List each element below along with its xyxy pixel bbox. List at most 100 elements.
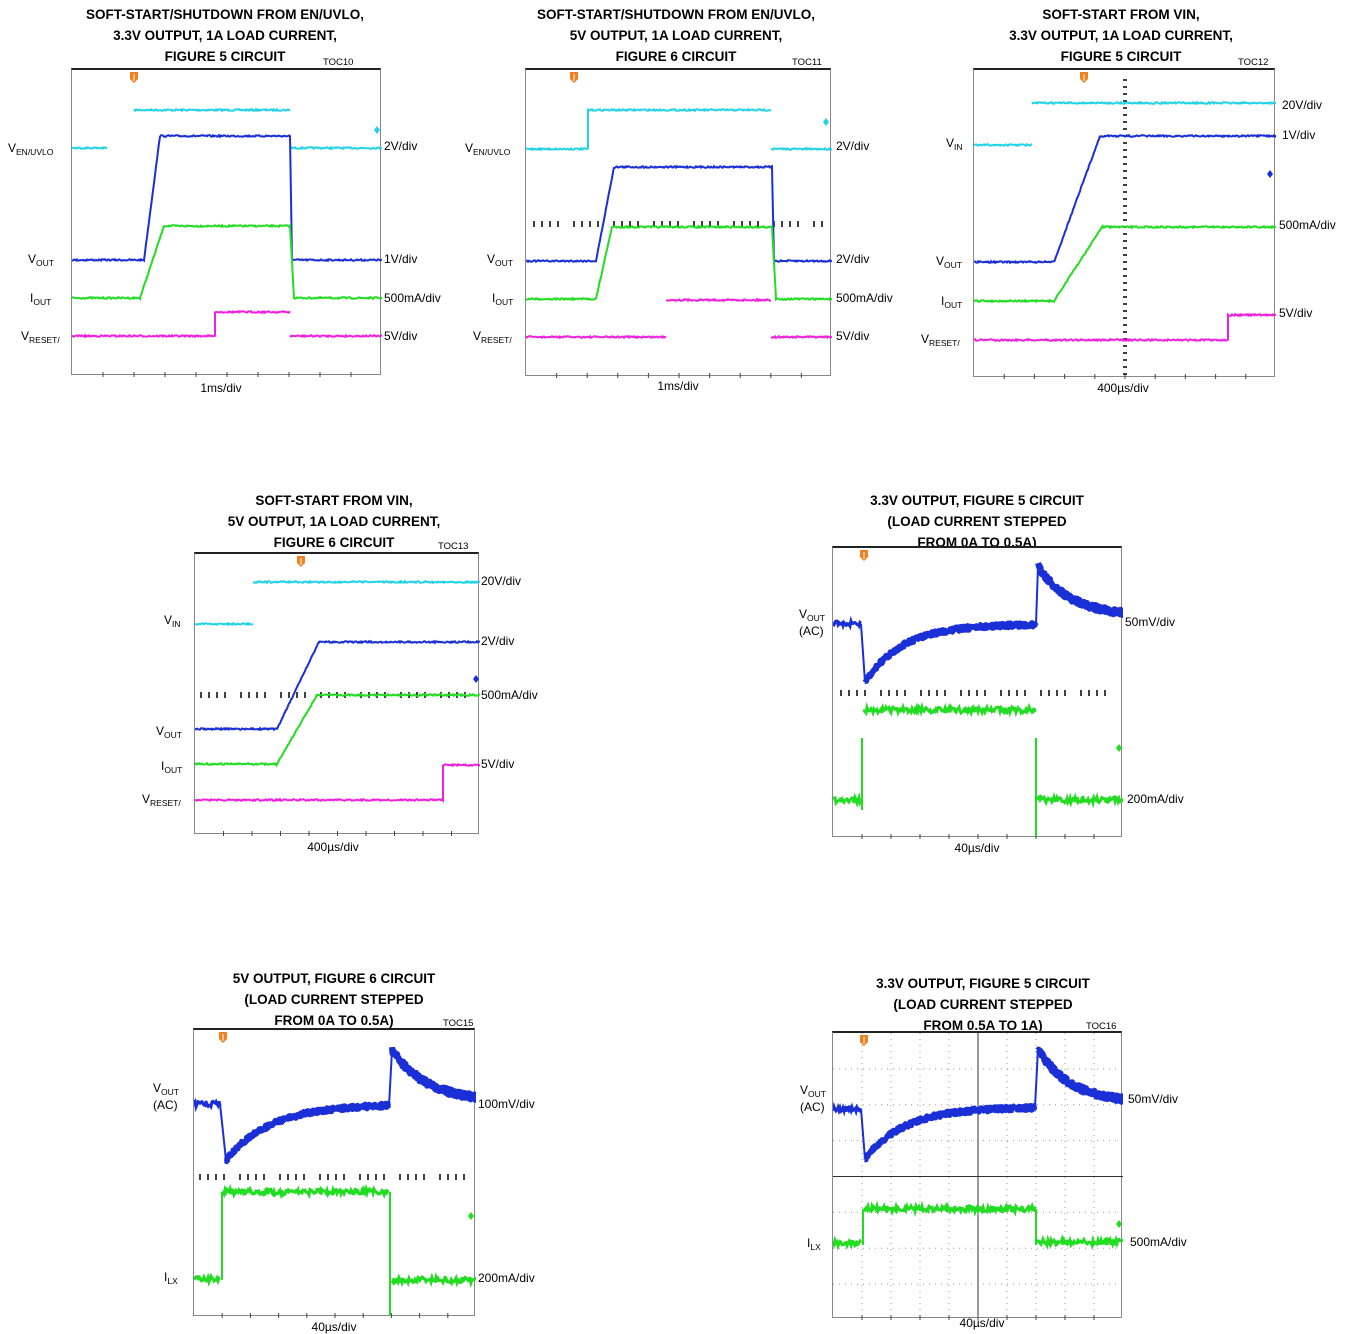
trace-vout [1035,565,1039,625]
scale-label: 20V/div [481,574,522,588]
toc-label: TOC16 [1086,1021,1117,1032]
trace-label-vout: VOUT [936,254,962,270]
scale-label: 2V/div [384,139,418,153]
trace-ven [133,107,291,113]
trace-vout [860,623,866,683]
scope-screen [194,552,480,836]
trace-vreset [665,297,772,303]
trace-iout [862,701,1037,718]
trace-ven [526,107,772,152]
trace-label-iout: IOUT [161,759,183,775]
trace-ven [770,146,832,151]
scale-label: 50mV/div [1125,615,1176,629]
trace-label-vout-ac: VOUT (AC) [800,1083,826,1114]
trace-label-ven: VEN/UVLO [465,141,511,157]
trace-label-vout-ac: VOUT (AC) [153,1081,179,1112]
trace-label-vreset: VRESET/ [21,329,60,345]
trace-label-vreset: VRESET/ [921,332,960,348]
trace-vreset [526,334,667,340]
scale-label: 500mA/div [1279,218,1336,232]
trace-vout [388,1049,393,1107]
scale-label: 500mA/div [1130,1235,1187,1249]
trace-vin [1031,100,1276,106]
toc-label: TOC10 [323,57,354,68]
trace-vout [862,620,1039,684]
trace-vout [974,133,1276,265]
trace-vreset [289,333,382,339]
scale-label: 2V/div [481,634,515,648]
trace-iout [72,222,382,302]
level-marker [374,126,380,134]
scale-label: 5V/div [836,329,870,343]
timebase-label: 40µs/div [959,1316,1005,1330]
trace-iout [833,792,863,808]
scale-label: 500mA/div [836,291,893,305]
timebase-label: 40µs/div [311,1320,357,1334]
level-marker [1116,744,1122,752]
level-marker [468,1212,474,1220]
trace-vout [1034,1048,1039,1108]
timebase-label: 400µs/div [307,840,359,854]
chart-title: 3.3V OUTPUT, FIGURE 5 CIRCUIT (LOAD CURR… [876,976,1090,1033]
scope-screen [832,546,1123,839]
trace-vout [863,1103,1038,1163]
trace-vin [252,579,480,585]
trace-vreset [195,762,480,804]
toc-label: TOC13 [438,541,469,552]
trace-iout [1035,791,1123,809]
level-marker [1116,1220,1122,1228]
trace-vreset [72,309,291,339]
timebase-label: 40µs/div [954,841,1000,855]
scale-label: 200mA/div [478,1271,535,1285]
trace-vout [72,133,382,263]
trace-ilx [862,1200,1037,1218]
trace-label-vout-ac: VOUT (AC) [799,607,825,638]
trace-ven [72,145,108,150]
scope-screen [193,1028,476,1318]
level-marker [1267,170,1273,178]
trace-vin [195,621,254,627]
scale-label: 500mA/div [384,291,441,305]
trace-vout [389,1046,476,1103]
trace-ilx [221,1183,390,1200]
trace-iout [974,223,1276,304]
scale-label: 100mV/div [478,1097,535,1111]
toc-label: TOC15 [443,1018,474,1029]
scale-label: 200mA/div [1127,792,1184,806]
scale-label: 50mV/div [1128,1092,1179,1106]
trace-label-vout: VOUT [487,252,513,268]
trace-ilx [194,1272,221,1287]
trace-vout [833,1101,863,1117]
scope-screen [973,68,1276,379]
trace-vout [860,1108,866,1160]
trace-vout [223,1100,392,1165]
trace-label-iout: IOUT [941,294,963,310]
chart-title: 5V OUTPUT, FIGURE 6 CIRCUIT (LOAD CURREN… [232,971,436,1028]
scale-label: 1V/div [384,252,418,266]
trace-label-ilx: ILX [807,1236,821,1252]
trace-label-ven: VEN/UVLO [8,141,54,157]
scale-label: 5V/div [384,329,418,343]
trace-label-vin: VIN [946,136,963,152]
trace-ilx [390,1272,476,1289]
scale-label: 20V/div [1282,98,1323,112]
timebase-label: 400µs/div [1097,381,1149,395]
trace-vout [833,615,862,631]
trace-label-vreset: VRESET/ [142,792,181,808]
trace-vout [194,1097,222,1113]
trace-label-ilx: ILX [164,1270,178,1286]
trace-vreset [770,334,832,340]
scope-screen [832,1031,1123,1320]
chart-title: 3.3V OUTPUT, FIGURE 5 CIRCUIT (LOAD CURR… [870,493,1084,550]
timebase-label: 1ms/div [200,381,242,395]
scale-label: 500mA/div [481,688,538,702]
trace-ilx [1035,1233,1123,1251]
scope-screen [71,68,382,377]
scale-label: 5V/div [481,757,515,771]
trace-ilx [833,1235,863,1251]
trace-label-iout: IOUT [30,291,52,307]
trace-label-iout: IOUT [492,291,514,307]
scale-label: 2V/div [836,139,870,153]
scale-label: 5V/div [1279,306,1313,320]
trace-ven [289,145,382,151]
